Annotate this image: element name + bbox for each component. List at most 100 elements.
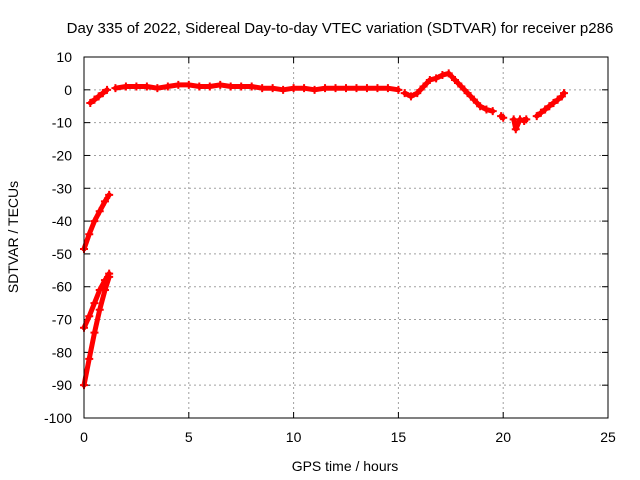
data-point (205, 82, 214, 91)
data-point (90, 328, 99, 337)
data-point (362, 84, 371, 93)
data-point (499, 113, 508, 122)
data-point (105, 190, 114, 199)
data-point (438, 71, 447, 80)
data-point (425, 75, 434, 84)
data-point (545, 102, 554, 111)
data-point (406, 92, 415, 101)
y-axis-label: SDTVAR / TECUs (5, 181, 21, 293)
data-point (195, 82, 204, 91)
data-point (90, 217, 99, 226)
axis-ticks: 0 5 10 15 20 25 10 0 -10 -20 -30 -40 -50 -60 -70 -80 -90… (44, 49, 616, 445)
data-point (226, 82, 235, 91)
data-point (522, 115, 531, 124)
plot-frame (83, 56, 609, 419)
y-tick-label: -30 (52, 180, 72, 196)
x-tick-label: 10 (286, 429, 302, 445)
series-segment-a (80, 190, 114, 253)
data-point (310, 85, 319, 94)
data-point (100, 197, 109, 206)
series-segment-c (80, 272, 114, 390)
data-point (476, 102, 485, 111)
data-point (469, 95, 478, 104)
data-points (80, 69, 568, 390)
data-point (553, 95, 562, 104)
data-point (95, 305, 104, 314)
series-trace (112, 82, 401, 93)
data-point (300, 84, 309, 93)
data-point (450, 75, 459, 84)
grid-lines (84, 57, 608, 418)
y-tick-label: -80 (52, 344, 72, 360)
data-point (331, 84, 340, 93)
data-point (237, 82, 246, 91)
series-segment-f (400, 69, 497, 116)
data-point (98, 89, 107, 98)
data-point (549, 98, 558, 107)
data-point (432, 74, 441, 83)
data-point (289, 84, 298, 93)
data-point (373, 84, 382, 93)
y-tick-label: -60 (52, 279, 72, 295)
data-point (94, 92, 103, 101)
y-tick-label: -70 (52, 312, 72, 328)
series-segment-i (532, 89, 568, 121)
data-point (444, 69, 453, 78)
data-point (85, 230, 94, 239)
data-point (100, 286, 109, 295)
x-axis-label: GPS time / hours (292, 458, 399, 474)
y-tick-label: -100 (44, 410, 72, 426)
data-point (121, 82, 130, 91)
data-point (413, 89, 422, 98)
x-tick-label: 25 (600, 429, 616, 445)
data-point (111, 84, 120, 93)
data-point (85, 354, 94, 363)
x-tick-label: 5 (185, 429, 193, 445)
data-point (184, 80, 193, 89)
y-tick-label: 10 (56, 49, 72, 65)
data-point (457, 82, 466, 91)
series-segment-g (497, 112, 508, 122)
data-point (321, 84, 330, 93)
data-point (268, 84, 277, 93)
y-tick-label: -50 (52, 246, 72, 262)
y-tick-label: -10 (52, 115, 72, 131)
data-point (153, 84, 162, 93)
data-point (559, 89, 568, 98)
data-point (419, 82, 428, 91)
data-point (279, 85, 288, 94)
data-point (342, 84, 350, 93)
data-point (394, 85, 403, 94)
data-point (511, 125, 520, 134)
data-point (85, 312, 94, 321)
x-tick-label: 15 (391, 429, 407, 445)
data-point (163, 82, 172, 91)
chart-title: Day 335 of 2022, Sidereal Day-to-day VTE… (67, 20, 614, 37)
series-segment-h (509, 115, 531, 134)
x-tick-label: 20 (495, 429, 511, 445)
data-point (86, 98, 95, 107)
data-point (482, 105, 491, 114)
data-point (216, 80, 225, 89)
data-point (132, 82, 141, 91)
data-point (95, 207, 104, 216)
y-tick-label: -20 (52, 147, 72, 163)
data-point (103, 85, 112, 94)
y-tick-label: -40 (52, 213, 72, 229)
y-tick-label: 0 (64, 82, 72, 98)
data-point (541, 105, 550, 114)
y-tick-label: -90 (52, 377, 72, 393)
data-point (142, 82, 151, 91)
data-point (488, 107, 497, 116)
data-point (400, 89, 409, 98)
data-point (105, 272, 114, 281)
data-point (90, 95, 99, 104)
data-point (174, 80, 183, 89)
series-segment-d (86, 85, 112, 107)
series-segment-e (111, 80, 403, 94)
data-point (463, 89, 472, 98)
data-point (383, 84, 392, 93)
data-point (258, 84, 267, 93)
data-point (90, 299, 99, 308)
